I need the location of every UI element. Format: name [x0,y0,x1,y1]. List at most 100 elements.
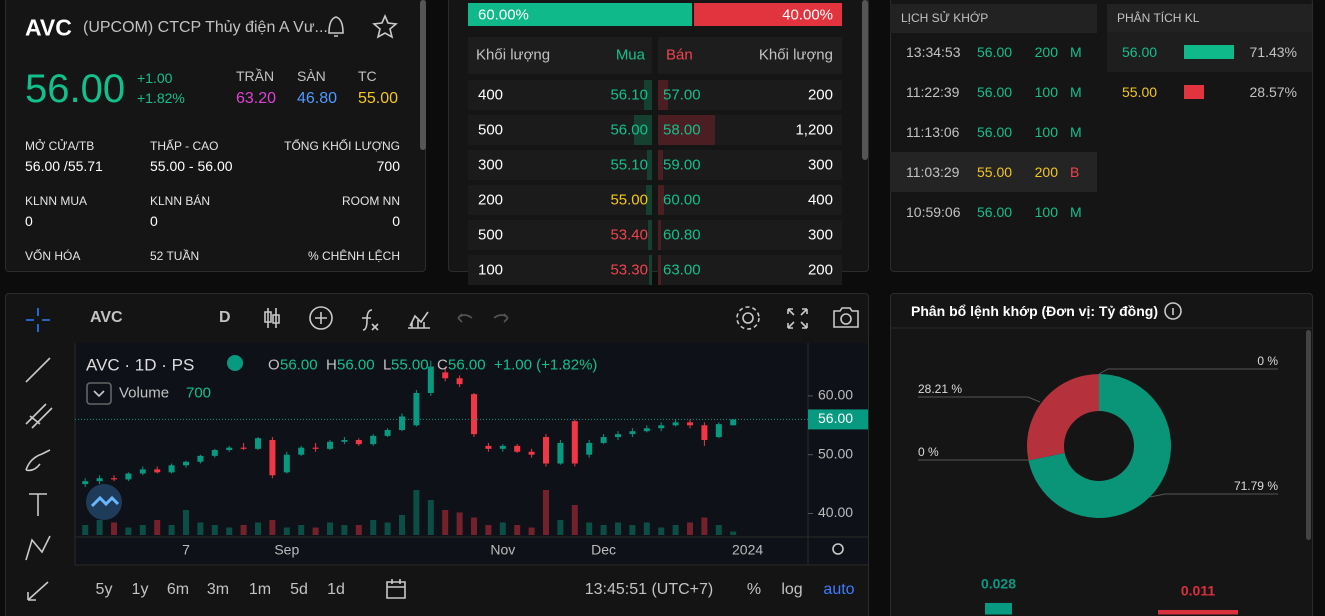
trade-price: 56.00 [977,84,1013,100]
volume-share-bar [1184,45,1234,59]
field-label: MỞ CỬA/TB [25,139,95,153]
ohlc-value: 56.00 [337,356,375,374]
trade-side: M [1070,124,1082,140]
volume-bar [370,520,377,535]
sell-price: 60.00 [663,191,701,209]
volume-bar [240,525,247,535]
buy-volume: 300 [478,156,504,174]
chart-icon[interactable] [408,311,430,329]
section-title: PHÂN TÍCH KL [1117,11,1200,25]
sell-depth [658,220,661,250]
ref-value: 55.00 [358,90,399,107]
leader-line [918,396,1041,403]
indicator-add-icon[interactable] [309,306,333,330]
field-label: ROOM NN [342,194,400,208]
sell-price: 57.00 [663,86,701,104]
floor-value: 46.80 [297,90,338,107]
text-tool[interactable] [29,493,47,516]
range-button[interactable]: 1d [327,581,345,598]
bell-icon[interactable] [328,16,344,37]
candle-body [499,445,506,449]
volume-label: Volume [119,384,170,402]
header-bg [1107,4,1312,33]
candle-body [413,392,420,426]
star-icon[interactable] [372,13,398,39]
line-tool[interactable] [25,357,51,383]
fullscreen-icon[interactable] [787,308,808,329]
candle-body [197,455,204,462]
volume-bar [399,515,405,535]
range-button[interactable]: 5d [290,581,308,598]
collapse-button[interactable] [86,382,112,405]
divider [74,327,1313,566]
scrollbar[interactable] [1306,330,1311,540]
scrollbar[interactable] [862,0,868,160]
x-tick-label: Nov [490,542,515,558]
candle-body [283,454,290,473]
brush-tool[interactable] [25,449,51,472]
buy-volume: 200 [478,191,504,209]
trade-side: M [1070,84,1082,100]
field-label: 52 TUẦN [150,249,200,263]
field-value: 0 [25,213,33,229]
candle-body [82,481,89,485]
trade-price: 55.00 [977,164,1013,180]
candle-body [168,465,175,473]
volume-bar [139,525,146,535]
undo-icon[interactable] [457,313,473,323]
pattern-tool[interactable] [25,535,51,561]
candle-type-icon[interactable] [264,308,280,328]
volume-bar [571,505,578,535]
volume-bar [586,522,593,535]
fib-tool[interactable] [25,403,53,429]
measure-tool[interactable] [27,581,49,601]
buy-pct: 60.00% [478,6,529,24]
scale-option[interactable]: log [781,581,803,598]
function-icon[interactable] [362,309,379,331]
scrollbar[interactable] [420,0,426,150]
volume-bar [96,520,103,535]
donut-label: 0 % [1257,354,1278,368]
sell-price: 59.00 [663,156,701,174]
theme-icon[interactable] [832,543,844,555]
allocation-bar-label: 0.028 [981,576,1016,592]
row-highlight [890,152,1097,192]
info-icon[interactable] [1164,302,1182,320]
trade-side: M [1070,204,1082,220]
trade-price: 56.00 [977,124,1013,140]
range-button[interactable]: 3m [206,581,230,598]
redo-icon[interactable] [493,313,509,323]
crosshair-tool[interactable] [26,308,50,332]
scale-option[interactable]: % [746,581,762,598]
candle-body [255,438,261,449]
volume-bar [528,527,535,535]
range-button[interactable]: 5y [95,581,113,598]
trade-volume: 100 [1034,84,1058,100]
candle-body [111,478,117,480]
volume-bar [658,527,665,535]
range-button[interactable]: 1m [248,581,272,598]
volume-bar [312,527,319,535]
volume-bar [355,525,362,535]
candle-body [211,449,218,456]
range-button[interactable]: 6m [166,581,190,598]
clock: 13:45:51 (UTC+7) [584,581,714,598]
date-range-icon[interactable] [386,579,406,599]
quote-panel [5,0,426,272]
volume-bar [471,517,477,535]
settings-icon[interactable] [742,312,754,324]
buy-price: 55.00 [610,191,648,209]
sell-depth [658,150,663,180]
row-bg [658,255,842,285]
candle-body [600,437,607,443]
candle-body [240,447,247,449]
sell-depth [658,115,715,145]
camera-icon[interactable] [833,307,859,328]
candle-body [658,425,665,429]
range-button[interactable]: 1y [131,581,149,598]
buy-price: 56.10 [610,86,648,104]
ref-label: TC [358,68,377,84]
candle-body [643,428,650,432]
scale-option[interactable]: auto [823,581,855,598]
